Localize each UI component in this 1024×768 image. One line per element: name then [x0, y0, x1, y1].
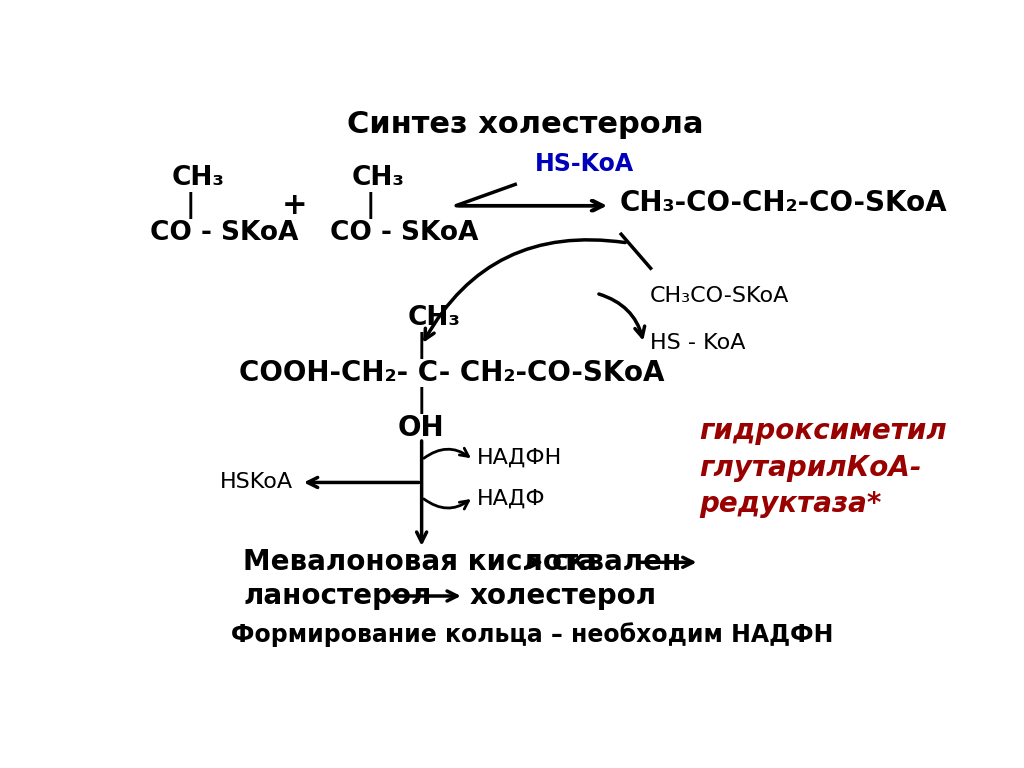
Text: CH₃: CH₃: [352, 165, 404, 191]
Text: OH: OH: [397, 414, 444, 442]
Text: НАДФН: НАДФН: [477, 448, 562, 468]
Text: НАДФ: НАДФ: [477, 489, 546, 509]
Text: CH₃: CH₃: [408, 305, 460, 331]
Text: Синтез холестерола: Синтез холестерола: [346, 110, 703, 139]
Text: COOH-CH₂- C- CH₂-CO-SKoA: COOH-CH₂- C- CH₂-CO-SKoA: [240, 359, 665, 387]
Text: HS - KoA: HS - KoA: [650, 333, 745, 353]
Text: +: +: [282, 191, 307, 220]
Text: HSKoA: HSKoA: [220, 472, 293, 492]
Text: |: |: [417, 387, 426, 415]
Text: Мевалоновая кислота: Мевалоновая кислота: [243, 548, 597, 576]
Text: CH₃CO-SKoA: CH₃CO-SKoA: [650, 286, 790, 306]
Text: CH₃: CH₃: [172, 165, 224, 191]
Text: холестерол: холестерол: [469, 582, 656, 610]
Text: |: |: [417, 332, 426, 359]
Text: Формирование кольца – необходим НАДФН: Формирование кольца – необходим НАДФН: [231, 623, 834, 647]
Text: ланостерол: ланостерол: [243, 582, 431, 610]
Text: сквален: сквален: [552, 548, 682, 576]
Text: |: |: [186, 192, 196, 219]
Text: |: |: [367, 192, 376, 219]
Text: CO - SKoA: CO - SKoA: [151, 220, 299, 246]
Text: CH₃-CO-CH₂-CO-SKoA: CH₃-CO-CH₂-CO-SKoA: [620, 190, 947, 217]
Text: CO - SKoA: CO - SKoA: [330, 220, 478, 246]
Text: HS-KoA: HS-KoA: [536, 152, 634, 177]
Text: гидроксиметил
глутарилКоА-
редуктаза*: гидроксиметил глутарилКоА- редуктаза*: [699, 417, 947, 518]
